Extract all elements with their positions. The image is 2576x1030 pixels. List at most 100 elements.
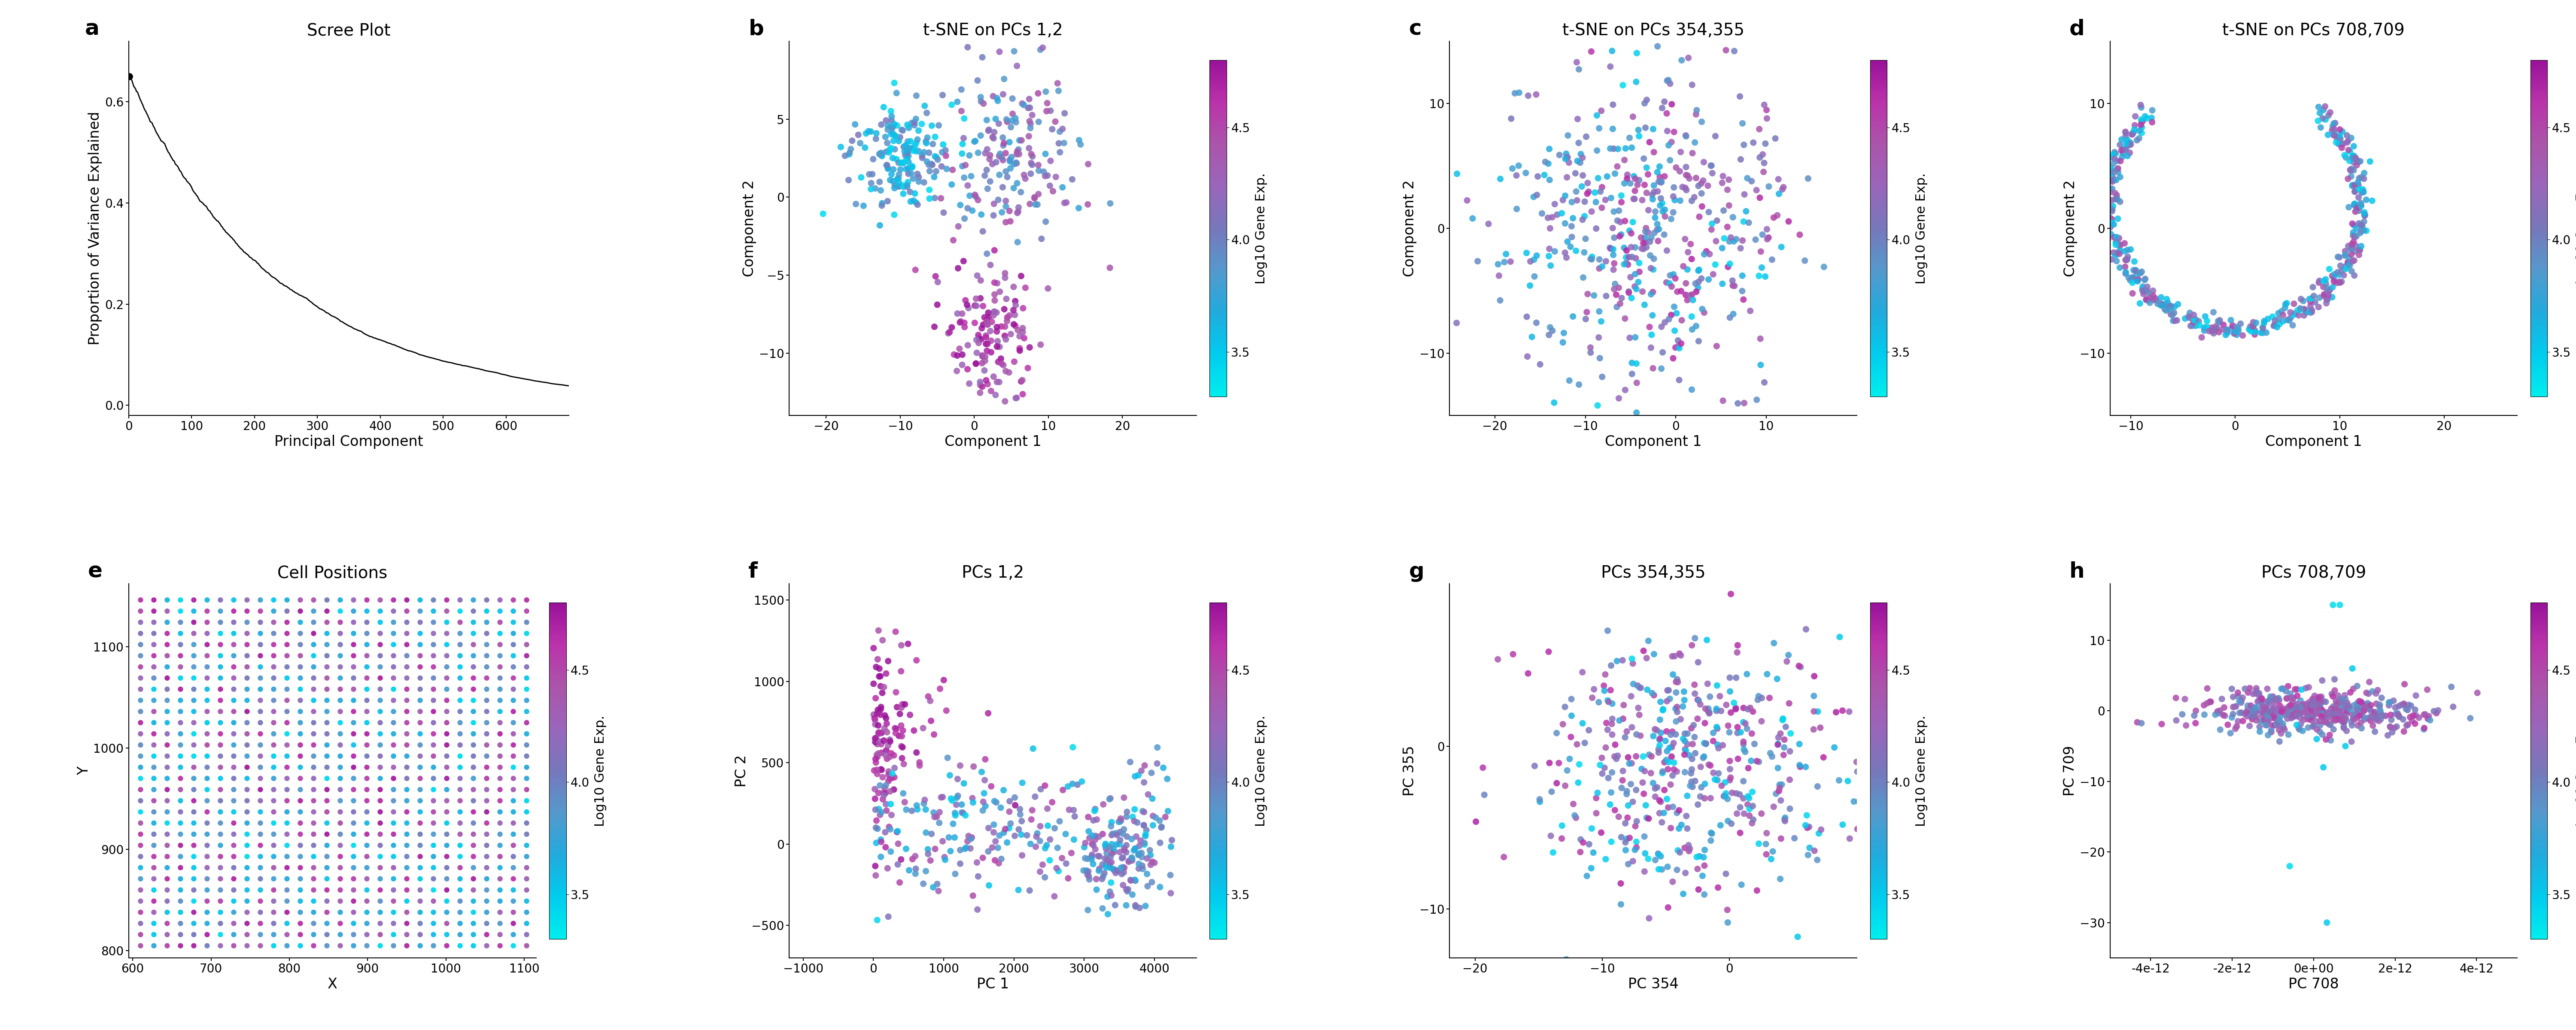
Point bbox=[134, 614, 175, 630]
Point bbox=[2290, 710, 2331, 726]
Point bbox=[265, 782, 307, 798]
Point bbox=[160, 937, 201, 954]
Point bbox=[958, 330, 999, 346]
Point bbox=[2324, 703, 2365, 720]
Point bbox=[902, 115, 943, 132]
Point bbox=[2269, 310, 2311, 327]
Point bbox=[1131, 873, 1172, 890]
Point bbox=[2342, 183, 2383, 200]
Point bbox=[2236, 699, 2277, 716]
Title: PCs 1,2: PCs 1,2 bbox=[961, 564, 1025, 581]
Point bbox=[1708, 813, 1749, 829]
Point bbox=[240, 782, 281, 798]
Point bbox=[956, 355, 997, 372]
Point bbox=[466, 916, 507, 932]
Point bbox=[1785, 808, 1826, 824]
Point bbox=[2378, 705, 2419, 721]
Point bbox=[1643, 168, 1685, 184]
Point bbox=[2097, 192, 2138, 208]
Point bbox=[938, 347, 979, 364]
Point bbox=[2331, 240, 2372, 256]
Point bbox=[1669, 287, 1710, 304]
Point bbox=[1739, 356, 1780, 373]
Point bbox=[1747, 221, 1788, 238]
Point bbox=[1788, 170, 1829, 186]
Point bbox=[425, 916, 466, 932]
Point bbox=[492, 614, 533, 630]
Point bbox=[2339, 693, 2380, 710]
Point bbox=[1002, 847, 1043, 863]
Point bbox=[1736, 232, 1777, 248]
Point bbox=[1584, 253, 1625, 270]
Point bbox=[1607, 249, 1649, 266]
Point bbox=[265, 882, 307, 898]
Point bbox=[912, 826, 953, 843]
Point bbox=[1654, 188, 1695, 205]
Point bbox=[374, 792, 415, 809]
Point bbox=[2110, 272, 2151, 288]
Point bbox=[374, 893, 415, 909]
Point bbox=[871, 769, 912, 786]
Point bbox=[2277, 307, 2318, 323]
Point bbox=[2324, 261, 2365, 277]
Point bbox=[1708, 791, 1749, 808]
Point bbox=[265, 937, 307, 954]
Point bbox=[319, 670, 361, 686]
Point bbox=[479, 614, 520, 630]
Point bbox=[2313, 721, 2354, 737]
Point bbox=[2326, 261, 2367, 277]
Point bbox=[925, 161, 966, 177]
Point bbox=[2300, 706, 2342, 722]
Point bbox=[2360, 702, 2401, 719]
Point bbox=[992, 91, 1033, 107]
Point bbox=[1646, 72, 1687, 89]
Point bbox=[858, 745, 899, 761]
Point bbox=[386, 770, 428, 787]
Point bbox=[1721, 240, 1762, 256]
Point bbox=[871, 126, 912, 142]
Point bbox=[1651, 307, 1692, 323]
Point bbox=[974, 824, 1015, 840]
Point bbox=[1700, 702, 1741, 719]
Point bbox=[121, 792, 162, 809]
Point bbox=[240, 826, 281, 843]
Point bbox=[2241, 691, 2282, 708]
Point bbox=[956, 133, 997, 149]
Point bbox=[1512, 329, 1553, 345]
Point bbox=[1084, 840, 1126, 857]
Point bbox=[1136, 740, 1177, 756]
Point bbox=[319, 603, 361, 619]
Point bbox=[2313, 672, 2354, 688]
Point bbox=[399, 759, 440, 776]
Point bbox=[1038, 135, 1079, 151]
Point bbox=[479, 837, 520, 854]
Point bbox=[1662, 730, 1703, 747]
Point bbox=[1595, 281, 1636, 298]
Point bbox=[984, 198, 1025, 214]
Point bbox=[2087, 191, 2128, 207]
Point bbox=[922, 833, 963, 850]
Point bbox=[374, 670, 415, 686]
Point bbox=[971, 129, 1012, 145]
Point bbox=[294, 937, 335, 954]
Point bbox=[2249, 693, 2290, 710]
Point bbox=[855, 729, 896, 746]
Point bbox=[2342, 217, 2383, 234]
Point bbox=[1587, 692, 1628, 709]
Point bbox=[917, 809, 958, 825]
Point bbox=[2306, 731, 2347, 748]
Point bbox=[1713, 278, 1754, 295]
X-axis label: PC 1: PC 1 bbox=[976, 977, 1010, 992]
Point bbox=[1615, 329, 1656, 345]
Point bbox=[2246, 311, 2287, 328]
Point bbox=[307, 759, 348, 776]
Point bbox=[294, 736, 335, 753]
Point bbox=[2244, 315, 2285, 332]
Point bbox=[2215, 718, 2257, 734]
Point bbox=[2262, 716, 2303, 732]
Point bbox=[412, 815, 453, 831]
Point bbox=[466, 670, 507, 686]
Point bbox=[1695, 771, 1736, 788]
Point bbox=[240, 837, 281, 854]
Point bbox=[2215, 321, 2257, 338]
